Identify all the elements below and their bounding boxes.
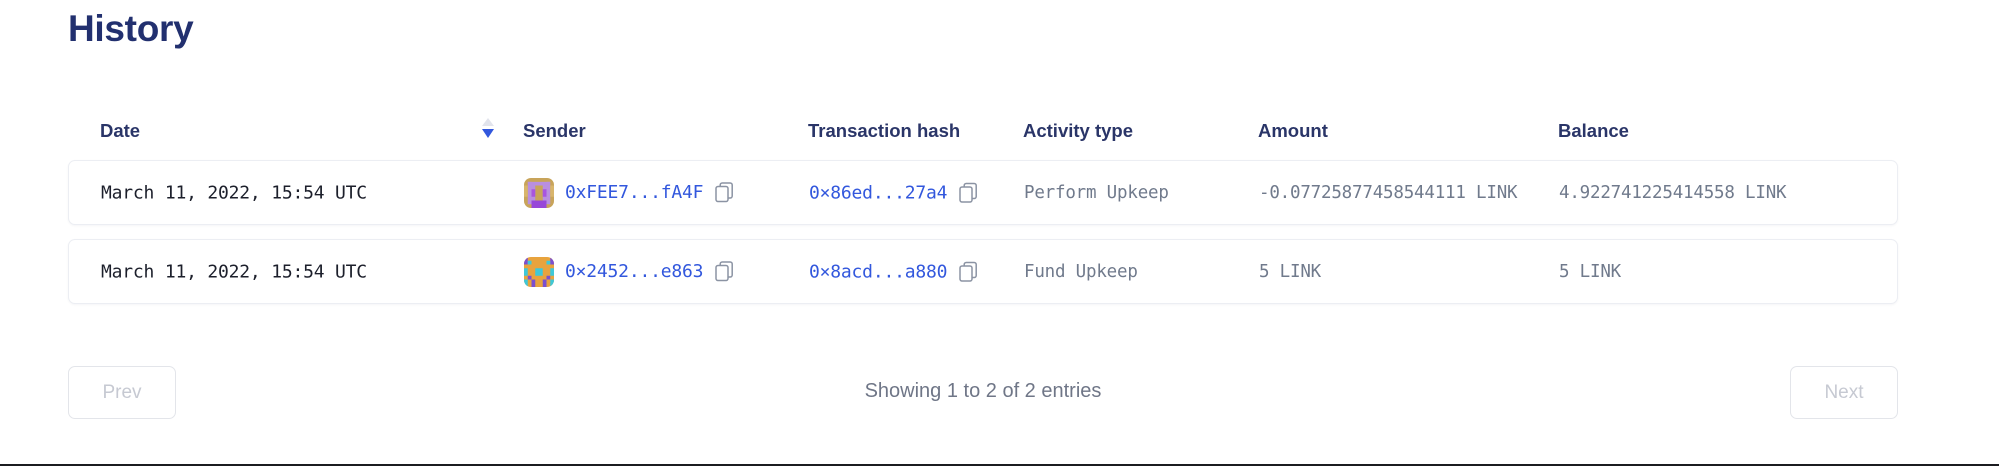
copy-icon[interactable] [959, 182, 978, 203]
column-header-activity: Activity type [1023, 120, 1134, 141]
cell-balance: 5 LINK [1559, 261, 1622, 282]
column-header-amount: Amount [1258, 120, 1328, 141]
bottom-divider [0, 464, 1999, 466]
cell-balance: 4.922741225414558 LINK [1559, 182, 1787, 203]
copy-icon[interactable] [715, 182, 734, 203]
column-header-sender: Sender [523, 120, 586, 141]
sender-address-link[interactable]: 0×2452...e863 [565, 261, 704, 282]
entries-count-label: Showing 1 to 2 of 2 entries [864, 380, 1102, 402]
cell-activity-type: Fund Upkeep [1024, 261, 1138, 282]
copy-glyph [715, 182, 734, 203]
cell-transaction-hash: 0×86ed...27a4 [809, 182, 978, 203]
sort-descending-icon [482, 129, 494, 138]
cell-amount: -0.07725877458544111 LINK [1259, 182, 1518, 203]
transaction-hash-link[interactable]: 0×8acd...a880 [809, 261, 948, 282]
table-row[interactable]: March 11, 2022, 15:54 UTC 0xFEE7...fA4F [68, 160, 1898, 225]
cell-sender: 0xFEE7...fA4F [524, 177, 734, 208]
copy-glyph [959, 261, 978, 282]
cell-activity-type: Perform Upkeep [1024, 182, 1169, 203]
cell-date: March 11, 2022, 15:54 UTC [101, 261, 367, 282]
transaction-hash-link[interactable]: 0×86ed...27a4 [809, 182, 948, 203]
copy-icon[interactable] [715, 261, 734, 282]
cell-sender: 0×2452...e863 [524, 256, 734, 287]
page-title: History [68, 8, 194, 49]
table-row[interactable]: March 11, 2022, 15:54 UTC [68, 239, 1898, 304]
cell-date: March 11, 2022, 15:54 UTC [101, 182, 367, 203]
sort-ascending-icon [482, 118, 494, 126]
copy-glyph [959, 182, 978, 203]
sort-indicator-icon[interactable] [481, 118, 495, 144]
prev-page-button[interactable]: Prev [68, 366, 176, 419]
pagination-bar: Prev Showing 1 to 2 of 2 entries Next [68, 366, 1898, 422]
sender-address-link[interactable]: 0xFEE7...fA4F [565, 182, 704, 203]
cell-transaction-hash: 0×8acd...a880 [809, 261, 978, 282]
copy-icon[interactable] [959, 261, 978, 282]
column-header-hash: Transaction hash [808, 120, 961, 141]
column-header-balance: Balance [1558, 120, 1629, 141]
cell-amount: 5 LINK [1259, 261, 1322, 282]
table-header-row: Date Sender Transaction hash Activity ty… [68, 118, 1898, 160]
column-header-date[interactable]: Date [100, 120, 141, 141]
history-table: Date Sender Transaction hash Activity ty… [68, 118, 1898, 318]
next-page-button[interactable]: Next [1790, 366, 1898, 419]
copy-glyph [715, 261, 734, 282]
sender-avatar-icon [524, 177, 554, 208]
sender-avatar-icon [524, 256, 554, 287]
